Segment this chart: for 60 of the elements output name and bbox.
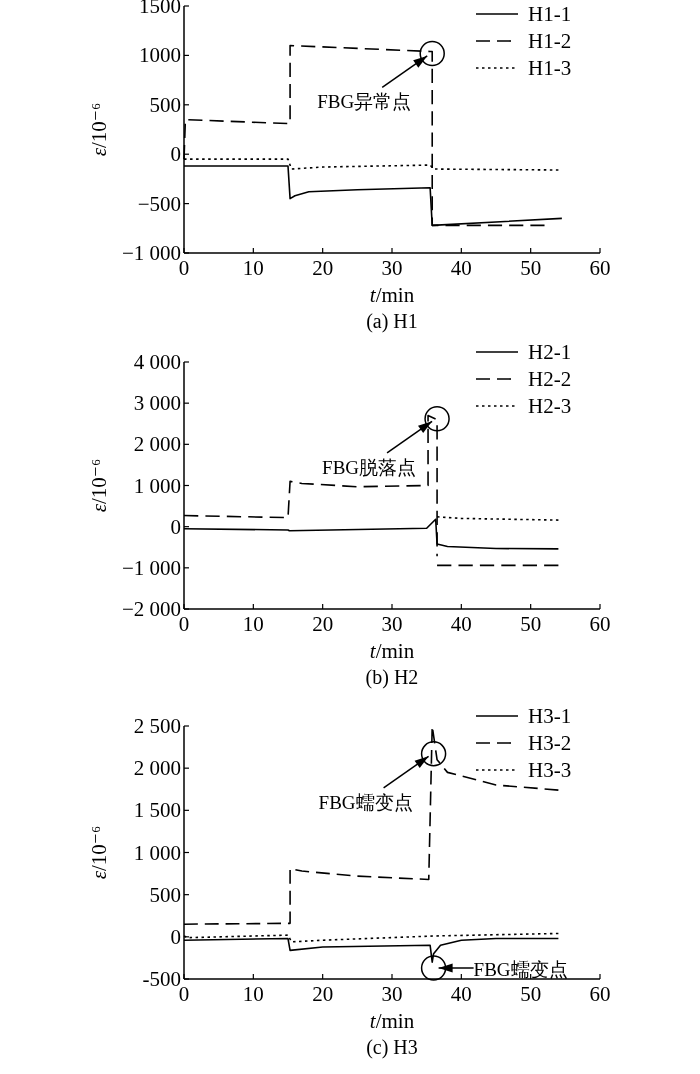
y-tick-label: 2 000 (133, 432, 181, 457)
y-tick-label: 4 000 (133, 350, 181, 374)
legend-label: H2-3 (528, 394, 572, 418)
x-tick-label: 40 (450, 256, 472, 280)
x-tick-label: 10 (242, 612, 264, 636)
annotation: FBG蠕变点 (318, 791, 413, 813)
text: (a) H1 (366, 310, 418, 333)
y-axis-title: ε/10⁻⁶ (87, 825, 111, 880)
y-tick-label: 2 500 (133, 714, 181, 738)
x-tick-label: 40 (450, 612, 472, 636)
y-tick-label: −1 000 (121, 555, 181, 580)
y-tick-label: 1 000 (133, 840, 181, 865)
x-tick-label: 30 (381, 612, 403, 636)
y-tick-label: 1000 (139, 43, 181, 68)
legend-label: H1-1 (528, 2, 572, 26)
text: (b) H2 (365, 666, 419, 689)
text: (c) H3 (366, 1036, 418, 1059)
x-tick-label: 20 (312, 612, 334, 636)
legend-label: H3-1 (528, 704, 572, 728)
x-tick-label: 20 (312, 256, 334, 280)
y-tick-label: 1 000 (133, 473, 181, 498)
y-tick-label: -500 (142, 967, 181, 991)
y-tick-label: 0 (170, 514, 181, 539)
x-tick-label: 60 (589, 256, 611, 280)
y-tick-label: 1 500 (133, 798, 181, 823)
legend-label: H3-2 (528, 731, 572, 755)
legend-label: H3-3 (528, 758, 572, 782)
annotation: FBG异常点 (317, 91, 412, 113)
x-tick-label: 60 (589, 612, 611, 636)
x-tick-label: 30 (381, 256, 403, 280)
x-tick-label: 50 (520, 256, 542, 280)
y-tick-label: 1500 (139, 0, 181, 18)
y-tick-label: −1 000 (121, 241, 181, 265)
y-tick-label: 3 000 (133, 391, 181, 416)
legend-label: H2-1 (528, 340, 572, 364)
legend-label: H1-2 (528, 29, 572, 53)
annotation: FBG蠕变点 (473, 959, 568, 981)
x-axis-title: t/min (369, 283, 415, 307)
y-axis-title: ε/10⁻⁶ (87, 458, 111, 513)
y-tick-label: 2 000 (133, 756, 181, 781)
y-tick-label: −2 000 (121, 597, 181, 621)
legend-label: H2-2 (528, 367, 572, 391)
x-tick-label: 30 (381, 982, 403, 1006)
y-tick-label: −500 (137, 191, 181, 216)
y-tick-label: 500 (149, 92, 181, 117)
x-tick-label: 60 (589, 982, 611, 1006)
y-tick-label: 0 (170, 924, 181, 949)
legend-label: H1-3 (528, 56, 572, 80)
x-tick-label: 10 (242, 256, 264, 280)
y-axis-title: ε/10⁻⁶ (87, 102, 111, 157)
x-tick-label: 20 (312, 982, 334, 1006)
x-tick-label: 40 (450, 982, 472, 1006)
x-tick-label: 10 (242, 982, 264, 1006)
x-tick-label: 50 (520, 612, 542, 636)
y-tick-label: 500 (149, 882, 181, 907)
annotation: FBG脱落点 (322, 456, 417, 478)
x-tick-label: 50 (520, 982, 542, 1006)
x-axis-title: t/min (369, 639, 415, 663)
x-axis-title: t/min (369, 1009, 415, 1033)
y-tick-label: 0 (170, 142, 181, 167)
